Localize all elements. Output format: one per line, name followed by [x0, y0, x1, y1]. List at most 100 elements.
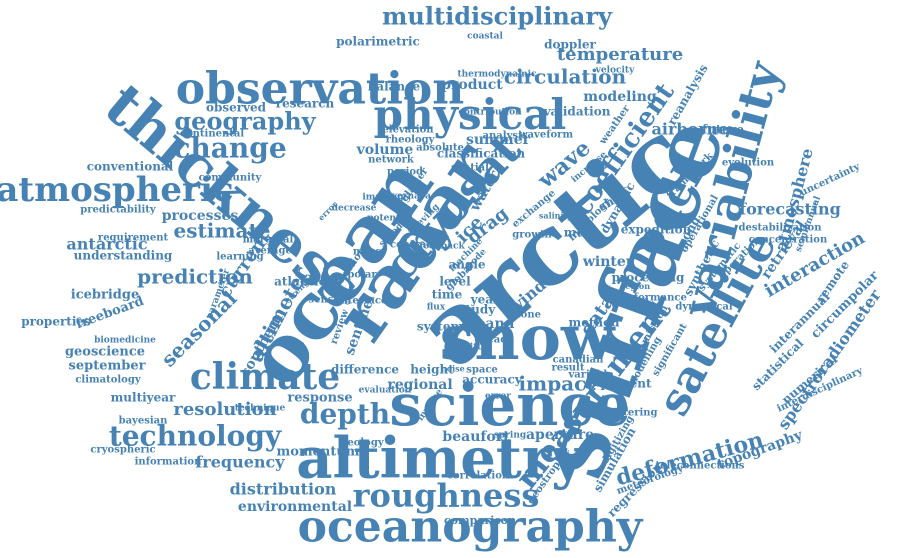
cloud-word: properties: [21, 315, 91, 329]
cloud-word: decrease: [332, 204, 377, 214]
cloud-word: difference: [331, 363, 399, 377]
cloud-word: salinity: [539, 211, 572, 221]
cloud-word: continental: [180, 129, 244, 140]
cloud-word: height: [410, 363, 454, 377]
cloud-word: zone: [515, 310, 541, 321]
cloud-word: aperture: [526, 427, 594, 443]
cloud-word: angle: [448, 258, 485, 272]
cloud-word: temperature: [557, 44, 683, 65]
cloud-word: change: [173, 132, 286, 165]
cloud-word: icebridge: [71, 288, 139, 303]
cloud-word: dynamical: [675, 302, 733, 313]
cloud-word: predictability: [80, 205, 157, 216]
cloud-word: analysis: [483, 131, 528, 142]
cloud-word: processes: [162, 208, 239, 224]
cloud-word: processing: [612, 271, 685, 285]
cloud-word: technology: [109, 420, 282, 453]
cloud-word: correlation: [447, 471, 510, 482]
cloud-word: space: [466, 365, 498, 376]
cloud-word: imaging: [362, 193, 404, 203]
cloud-word: band: [476, 316, 515, 332]
cloud-word: snow: [440, 301, 616, 374]
cloud-word: performance: [615, 293, 687, 304]
cloud-word: central: [390, 240, 430, 251]
cloud-word: mass: [353, 247, 382, 258]
cloud-word: study: [459, 303, 496, 317]
cloud-word: multidisciplinary: [382, 2, 613, 31]
cloud-word: canadian: [553, 355, 605, 366]
cloud-word: september: [69, 359, 146, 374]
cloud-word: biomedicine: [94, 336, 156, 346]
cloud-word: atmospheric: [0, 170, 234, 210]
cloud-word: depth: [300, 398, 390, 431]
cloud-word: impact: [518, 372, 596, 396]
cloud-word: research: [276, 97, 335, 111]
cloud-word: geoscience: [65, 345, 145, 360]
cloud-word: conventional: [87, 160, 174, 174]
cloud-word: evaluation: [359, 386, 412, 396]
cloud-word: observed: [206, 101, 267, 115]
cloud-word: balance: [368, 80, 421, 94]
cloud-word: scattering: [600, 408, 657, 419]
cloud-word: year: [470, 293, 500, 307]
cloud-word: geography: [174, 107, 316, 136]
cloud-word: cryospheric: [90, 445, 155, 456]
cloud-word: environmental: [238, 499, 352, 515]
cloud-word: region: [621, 281, 650, 291]
cloud-word: time: [432, 288, 463, 302]
cloud-word: spatial: [451, 163, 489, 174]
cloud-word: marginal: [243, 235, 294, 246]
cloud-word: beaufort: [442, 429, 510, 445]
cloud-word: altimetry: [296, 426, 585, 492]
cloud-word: coastal: [467, 32, 503, 42]
cloud-word: thermodynamic: [457, 70, 537, 80]
cloud-word: average: [248, 246, 292, 257]
cloud-word: antarctic: [66, 235, 147, 254]
cloud-word: physical: [374, 90, 567, 139]
cloud-word: science: [389, 371, 630, 439]
cloud-word: system: [417, 320, 464, 334]
cloud-word: distribution: [230, 480, 337, 499]
cloud-word: network: [368, 155, 415, 166]
cloud-word: expedition: [621, 223, 692, 237]
cloud-word: resolution: [173, 399, 276, 420]
cloud-word: estimate: [174, 219, 271, 243]
cloud-word: geology: [340, 438, 384, 449]
cloud-word: airborne: [652, 120, 729, 139]
cloud-word: drift: [459, 343, 482, 353]
cloud-word: requirement: [98, 233, 169, 244]
cloud-word: forecasting: [739, 200, 841, 219]
cloud-word: classification: [437, 147, 526, 161]
cloud-word: sensing: [309, 295, 352, 306]
cloud-word: frequency: [195, 453, 285, 472]
cloud-word: velocity: [595, 66, 635, 76]
cloud-word: circulation: [504, 65, 627, 89]
cloud-word: polarimetric: [336, 35, 420, 49]
cloud-word: prediction: [137, 265, 253, 289]
cloud-word: winter: [582, 254, 634, 270]
cloud-word: present: [600, 377, 651, 391]
cloud-word: absolute: [416, 143, 464, 154]
cloud-word: doppler: [544, 38, 596, 52]
cloud-word: period: [387, 167, 423, 178]
cloud-word: rheology: [386, 135, 436, 146]
cloud-word: roughness: [353, 477, 540, 515]
cloud-word: contribution: [458, 108, 522, 118]
cloud-word: information: [135, 457, 202, 468]
cloud-word: observation: [176, 64, 465, 115]
cloud-word: teleconnections: [656, 461, 745, 472]
cloud-word: method: [569, 316, 621, 330]
cloud-word: accuracy: [462, 373, 523, 387]
cloud-word: understanding: [74, 249, 173, 263]
cloud-word: spring: [494, 431, 527, 441]
cloud-word: flux: [427, 303, 446, 313]
cloud-word: scale: [613, 348, 647, 362]
cloud-word: variable: [568, 370, 614, 381]
cloud-word: atlantic: [274, 275, 326, 289]
cloud-word: summer: [466, 132, 531, 148]
cloud-word: record: [605, 297, 650, 311]
cloud-word: error: [485, 392, 511, 402]
cloud-word: technique: [235, 404, 286, 414]
cloud-word: concentration: [749, 235, 828, 246]
